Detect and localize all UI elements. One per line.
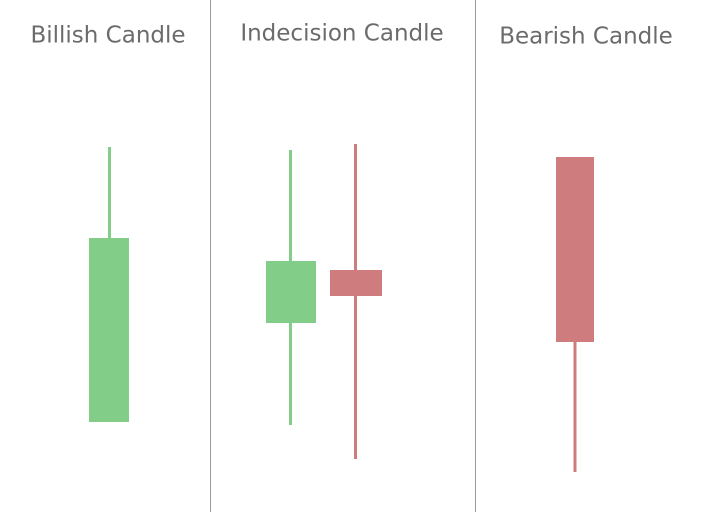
candle-body [330, 270, 382, 296]
candle-body [556, 157, 594, 342]
indecision-bullish-candle [266, 150, 316, 425]
candle-body [89, 238, 129, 422]
panel-title: Bearish Candle [499, 24, 673, 50]
panel-title: Indecision Candle [240, 21, 443, 47]
indecision-bearish-candle [330, 144, 382, 459]
candle-body [266, 261, 316, 323]
bullish-candle [89, 147, 129, 422]
bearish-candle [556, 157, 594, 472]
panel-title: Billish Candle [30, 23, 185, 49]
